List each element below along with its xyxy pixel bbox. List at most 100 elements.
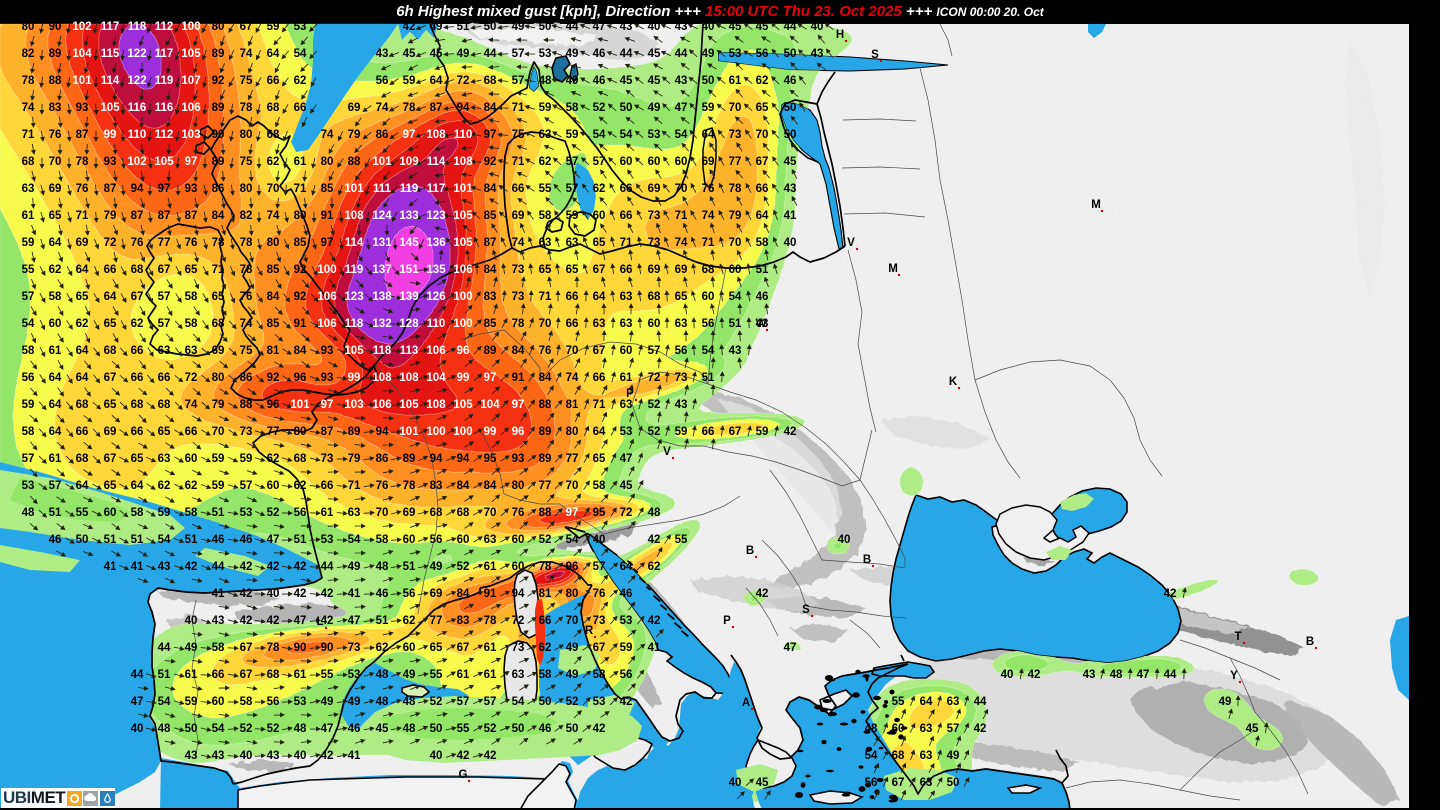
svg-text:70: 70: [267, 183, 280, 195]
svg-text:62: 62: [158, 480, 171, 492]
svg-text:85: 85: [294, 237, 307, 249]
svg-text:49: 49: [702, 48, 715, 60]
svg-text:59: 59: [158, 507, 171, 519]
svg-text:66: 66: [321, 480, 334, 492]
svg-text:41: 41: [648, 642, 661, 654]
svg-text:60: 60: [892, 723, 905, 735]
svg-text:54: 54: [865, 750, 878, 762]
svg-text:78: 78: [403, 480, 416, 492]
svg-text:65: 65: [185, 264, 198, 276]
svg-text:60: 60: [49, 318, 62, 330]
svg-text:64: 64: [49, 237, 62, 249]
svg-text:97: 97: [185, 156, 198, 168]
svg-text:62: 62: [185, 480, 198, 492]
svg-text:54: 54: [593, 129, 606, 141]
svg-text:100: 100: [453, 318, 472, 330]
svg-text:69: 69: [512, 210, 525, 222]
svg-text:68: 68: [267, 669, 280, 681]
svg-text:72: 72: [185, 372, 198, 384]
svg-text:94: 94: [131, 183, 144, 195]
svg-text:114: 114: [345, 237, 364, 249]
svg-text:112: 112: [155, 21, 174, 33]
svg-text:84: 84: [484, 102, 497, 114]
svg-text:48: 48: [294, 723, 307, 735]
svg-text:82: 82: [22, 48, 35, 60]
svg-text:42: 42: [185, 561, 198, 573]
svg-text:45: 45: [1246, 723, 1259, 735]
svg-text:57: 57: [457, 696, 470, 708]
svg-text:50: 50: [566, 723, 579, 735]
svg-text:42: 42: [648, 615, 661, 627]
svg-text:57: 57: [593, 156, 606, 168]
svg-text:104: 104: [426, 372, 446, 384]
svg-text:58: 58: [185, 291, 198, 303]
svg-text:76: 76: [593, 588, 606, 600]
svg-text:80: 80: [212, 372, 225, 384]
svg-text:65: 65: [593, 237, 606, 249]
svg-text:44: 44: [321, 561, 334, 573]
svg-text:101: 101: [344, 183, 364, 195]
svg-text:116: 116: [128, 102, 147, 114]
svg-text:84: 84: [512, 345, 525, 357]
svg-text:76: 76: [240, 291, 253, 303]
svg-text:63: 63: [620, 399, 633, 411]
svg-text:60: 60: [185, 453, 198, 465]
svg-text:49: 49: [947, 750, 960, 762]
svg-text:80: 80: [240, 183, 253, 195]
svg-text:46: 46: [620, 588, 633, 600]
svg-text:60: 60: [729, 264, 742, 276]
svg-text:51: 51: [158, 669, 171, 681]
svg-text:48: 48: [403, 696, 416, 708]
svg-text:102: 102: [72, 21, 91, 33]
svg-text:53: 53: [321, 534, 334, 546]
svg-text:64: 64: [76, 372, 89, 384]
svg-text:65: 65: [104, 399, 117, 411]
svg-text:58: 58: [376, 534, 389, 546]
svg-text:87: 87: [484, 237, 497, 249]
svg-text:90: 90: [49, 21, 62, 33]
svg-text:82: 82: [240, 210, 253, 222]
svg-text:91: 91: [512, 372, 525, 384]
svg-text:71: 71: [620, 237, 633, 249]
svg-text:66: 66: [566, 318, 579, 330]
svg-text:66: 66: [185, 426, 198, 438]
svg-text:93: 93: [321, 372, 334, 384]
svg-text:74: 74: [185, 399, 198, 411]
svg-text:70: 70: [729, 237, 742, 249]
svg-text:58: 58: [185, 318, 198, 330]
svg-text:78: 78: [22, 75, 35, 87]
svg-text:56: 56: [675, 345, 688, 357]
svg-text:63: 63: [675, 318, 688, 330]
svg-text:87: 87: [430, 102, 443, 114]
svg-text:113: 113: [400, 345, 419, 357]
svg-text:65: 65: [539, 264, 552, 276]
svg-text:78: 78: [240, 237, 253, 249]
svg-text:94: 94: [430, 453, 443, 465]
svg-text:60: 60: [648, 318, 661, 330]
svg-text:42: 42: [294, 588, 307, 600]
svg-text:74: 74: [675, 237, 688, 249]
svg-text:66: 66: [131, 426, 144, 438]
svg-text:43: 43: [376, 48, 389, 60]
svg-text:65: 65: [593, 453, 606, 465]
svg-text:49: 49: [321, 696, 334, 708]
svg-text:50: 50: [784, 48, 797, 60]
svg-text:51: 51: [185, 534, 198, 546]
svg-text:42: 42: [974, 723, 987, 735]
svg-text:108: 108: [372, 372, 392, 384]
svg-text:69: 69: [648, 264, 661, 276]
svg-text:93: 93: [104, 156, 117, 168]
svg-text:105: 105: [399, 399, 419, 411]
svg-text:100: 100: [453, 291, 472, 303]
svg-text:73: 73: [348, 642, 361, 654]
svg-text:51: 51: [729, 318, 742, 330]
svg-text:94: 94: [457, 102, 470, 114]
svg-text:83: 83: [430, 480, 443, 492]
svg-text:64: 64: [620, 561, 633, 573]
svg-text:97: 97: [158, 183, 171, 195]
svg-text:117: 117: [101, 21, 120, 33]
svg-text:68: 68: [131, 399, 144, 411]
svg-text:59: 59: [620, 642, 633, 654]
svg-text:44: 44: [131, 669, 144, 681]
svg-text:56: 56: [865, 777, 878, 789]
